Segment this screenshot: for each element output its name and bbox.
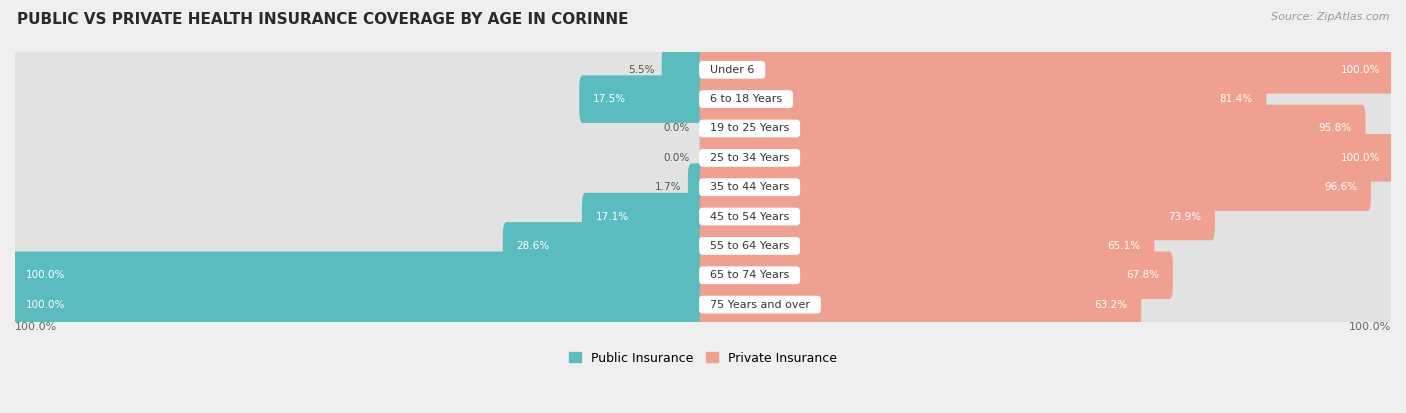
Text: 1.7%: 1.7% (654, 182, 681, 192)
FancyBboxPatch shape (17, 138, 1389, 178)
Text: Source: ZipAtlas.com: Source: ZipAtlas.com (1271, 12, 1389, 22)
Text: 5.5%: 5.5% (628, 65, 655, 75)
FancyBboxPatch shape (11, 164, 706, 211)
FancyBboxPatch shape (17, 50, 1389, 90)
Text: 100.0%: 100.0% (25, 299, 65, 310)
FancyBboxPatch shape (11, 281, 706, 328)
FancyBboxPatch shape (17, 196, 1389, 237)
Text: 45 to 54 Years: 45 to 54 Years (703, 211, 796, 221)
FancyBboxPatch shape (662, 46, 706, 94)
Text: 100.0%: 100.0% (1341, 153, 1381, 163)
Text: 28.6%: 28.6% (516, 241, 550, 251)
FancyBboxPatch shape (700, 134, 1395, 182)
FancyBboxPatch shape (700, 105, 1365, 152)
FancyBboxPatch shape (700, 105, 1395, 152)
FancyBboxPatch shape (700, 134, 1395, 182)
FancyBboxPatch shape (579, 75, 706, 123)
FancyBboxPatch shape (688, 164, 706, 211)
FancyBboxPatch shape (11, 281, 706, 328)
Text: 25 to 34 Years: 25 to 34 Years (703, 153, 796, 163)
Text: 0.0%: 0.0% (664, 153, 689, 163)
Text: PUBLIC VS PRIVATE HEALTH INSURANCE COVERAGE BY AGE IN CORINNE: PUBLIC VS PRIVATE HEALTH INSURANCE COVER… (17, 12, 628, 27)
FancyBboxPatch shape (17, 225, 1389, 266)
Text: 100.0%: 100.0% (15, 322, 58, 332)
Text: 100.0%: 100.0% (1348, 322, 1391, 332)
Text: 19 to 25 Years: 19 to 25 Years (703, 123, 796, 133)
Text: 100.0%: 100.0% (1341, 65, 1381, 75)
FancyBboxPatch shape (700, 252, 1395, 299)
Text: 100.0%: 100.0% (25, 270, 65, 280)
FancyBboxPatch shape (700, 222, 1395, 270)
FancyBboxPatch shape (11, 134, 706, 182)
Text: 95.8%: 95.8% (1319, 123, 1351, 133)
FancyBboxPatch shape (700, 281, 1142, 328)
Text: 96.6%: 96.6% (1324, 182, 1357, 192)
FancyBboxPatch shape (17, 79, 1389, 119)
FancyBboxPatch shape (700, 281, 1395, 328)
Text: 65.1%: 65.1% (1108, 241, 1140, 251)
FancyBboxPatch shape (700, 164, 1395, 211)
FancyBboxPatch shape (17, 108, 1389, 149)
Text: 55 to 64 Years: 55 to 64 Years (703, 241, 796, 251)
FancyBboxPatch shape (700, 46, 1395, 94)
FancyBboxPatch shape (503, 222, 706, 270)
FancyBboxPatch shape (11, 46, 706, 94)
Text: 6 to 18 Years: 6 to 18 Years (703, 94, 789, 104)
FancyBboxPatch shape (700, 46, 1395, 94)
Text: 35 to 44 Years: 35 to 44 Years (703, 182, 796, 192)
FancyBboxPatch shape (700, 252, 1173, 299)
FancyBboxPatch shape (700, 193, 1395, 240)
FancyBboxPatch shape (17, 285, 1389, 325)
Text: 81.4%: 81.4% (1219, 94, 1253, 104)
Text: 63.2%: 63.2% (1094, 299, 1128, 310)
FancyBboxPatch shape (700, 222, 1154, 270)
FancyBboxPatch shape (700, 164, 1371, 211)
Text: 17.5%: 17.5% (593, 94, 626, 104)
Text: 73.9%: 73.9% (1168, 211, 1201, 221)
FancyBboxPatch shape (582, 193, 706, 240)
FancyBboxPatch shape (17, 167, 1389, 207)
Text: 17.1%: 17.1% (596, 211, 628, 221)
FancyBboxPatch shape (700, 193, 1215, 240)
Text: Under 6: Under 6 (703, 65, 762, 75)
Text: 65 to 74 Years: 65 to 74 Years (703, 270, 796, 280)
Text: 75 Years and over: 75 Years and over (703, 299, 817, 310)
FancyBboxPatch shape (11, 193, 706, 240)
Legend: Public Insurance, Private Insurance: Public Insurance, Private Insurance (568, 351, 838, 365)
FancyBboxPatch shape (11, 252, 706, 299)
Text: 0.0%: 0.0% (664, 123, 689, 133)
FancyBboxPatch shape (11, 252, 706, 299)
FancyBboxPatch shape (700, 75, 1395, 123)
FancyBboxPatch shape (11, 75, 706, 123)
FancyBboxPatch shape (17, 255, 1389, 296)
FancyBboxPatch shape (11, 105, 706, 152)
Text: 67.8%: 67.8% (1126, 270, 1159, 280)
FancyBboxPatch shape (11, 222, 706, 270)
FancyBboxPatch shape (700, 75, 1267, 123)
